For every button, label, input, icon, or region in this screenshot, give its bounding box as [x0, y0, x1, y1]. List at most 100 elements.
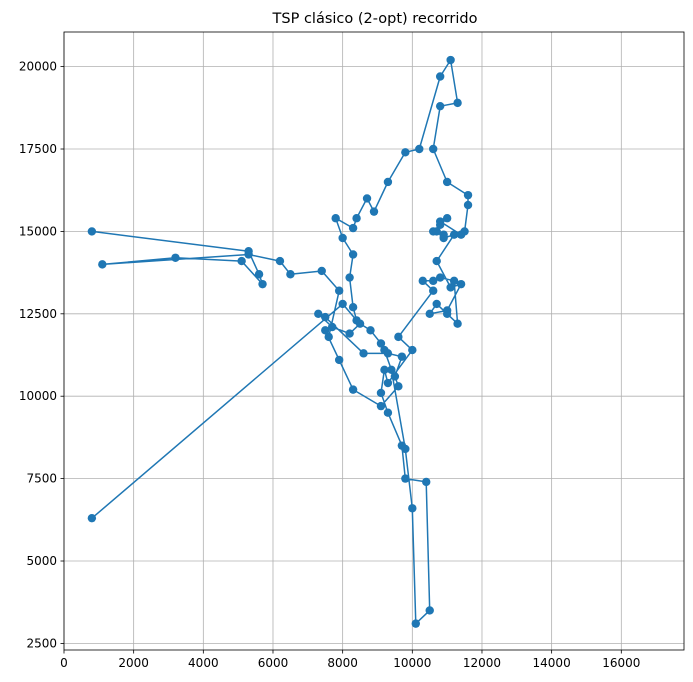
city-point [449, 230, 459, 239]
chart-title: TSP clásico (2-opt) recorrido [272, 11, 478, 27]
city-point [87, 227, 97, 236]
y-tick-label: 7500 [26, 472, 57, 486]
x-tick-label: 12000 [463, 656, 501, 670]
city-point [408, 504, 417, 513]
city-point [401, 474, 410, 483]
city-point [366, 326, 375, 335]
city-point [383, 177, 393, 187]
city-point [432, 227, 441, 236]
city-point [338, 299, 347, 309]
city-point [411, 619, 420, 628]
city-point [380, 365, 389, 375]
x-tick-label: 4000 [188, 656, 219, 670]
city-point [418, 276, 427, 286]
city-point [401, 444, 410, 454]
city-point [387, 365, 396, 375]
grid-lines [63, 32, 684, 650]
city-point [442, 309, 452, 319]
city-point [345, 273, 354, 282]
y-tick-label: 20000 [19, 60, 57, 74]
city-point [463, 200, 473, 210]
axes-group: 0 2000 4000 6000 8000 10000 12000 14000 16000 250… [19, 60, 641, 670]
city-point [348, 223, 358, 233]
city-point [328, 322, 337, 332]
city-point [456, 230, 466, 239]
y-tick-label: 17500 [19, 142, 57, 156]
city-point [425, 309, 434, 319]
city-point [286, 270, 295, 279]
y-tick-label: 2500 [26, 636, 57, 650]
city-point [394, 382, 403, 391]
city-point [425, 606, 434, 615]
city-point [369, 207, 379, 216]
city-point [463, 190, 473, 200]
city-point [338, 233, 347, 243]
city-point [435, 72, 445, 81]
city-point [432, 256, 441, 266]
series-group [87, 55, 473, 628]
x-tick-label: 6000 [258, 656, 289, 670]
city-point [394, 332, 403, 342]
x-tick-label: 8000 [327, 656, 358, 670]
x-tick-label: 10000 [393, 656, 431, 670]
city-point [429, 276, 438, 286]
plot-frame [63, 31, 685, 651]
city-point [345, 329, 354, 338]
city-point [352, 214, 361, 223]
city-point [415, 144, 424, 154]
city-point [435, 273, 445, 282]
city-point [435, 101, 445, 111]
city-point [390, 372, 400, 381]
city-point [397, 352, 407, 361]
city-point [429, 144, 438, 154]
city-point [331, 214, 340, 223]
city-point [435, 220, 445, 230]
city-point [275, 256, 285, 266]
x-tick-label: 16000 [602, 656, 640, 670]
tour-path-line [91, 59, 469, 625]
city-point [321, 312, 330, 322]
city-point [334, 286, 344, 295]
y-tick-label: 15000 [19, 224, 57, 238]
city-point [362, 194, 372, 203]
city-point [446, 55, 455, 65]
city-point [453, 319, 462, 328]
city-point [422, 477, 431, 487]
city-point [376, 401, 386, 411]
city-point [359, 349, 368, 358]
city-point [383, 378, 393, 388]
city-point [334, 355, 344, 365]
city-point [98, 260, 107, 269]
city-point [408, 345, 417, 355]
city-point [432, 299, 441, 309]
city-point [237, 256, 246, 266]
city-point [348, 250, 358, 259]
city-point [355, 319, 365, 328]
city-point [171, 253, 180, 262]
y-tick-label: 5000 [26, 554, 57, 568]
city-point [401, 148, 410, 157]
city-point [383, 349, 393, 358]
city-point [348, 385, 358, 394]
city-point [429, 286, 438, 295]
city-point [317, 266, 326, 276]
y-tick-label: 12500 [19, 307, 57, 321]
city-point [442, 177, 452, 187]
city-point [254, 270, 264, 279]
city-point [321, 326, 330, 335]
city-point [87, 513, 97, 523]
city-point [258, 279, 267, 289]
y-tick-label: 10000 [19, 389, 57, 403]
city-point [383, 408, 393, 417]
x-tick-label: 2000 [118, 656, 149, 670]
city-point [314, 309, 323, 319]
x-tick-label: 0 [60, 656, 68, 670]
city-point [439, 233, 448, 243]
city-point [376, 388, 386, 398]
city-point [348, 303, 358, 312]
city-point [376, 339, 386, 348]
x-tick-label: 14000 [533, 656, 571, 670]
city-point [244, 246, 253, 256]
